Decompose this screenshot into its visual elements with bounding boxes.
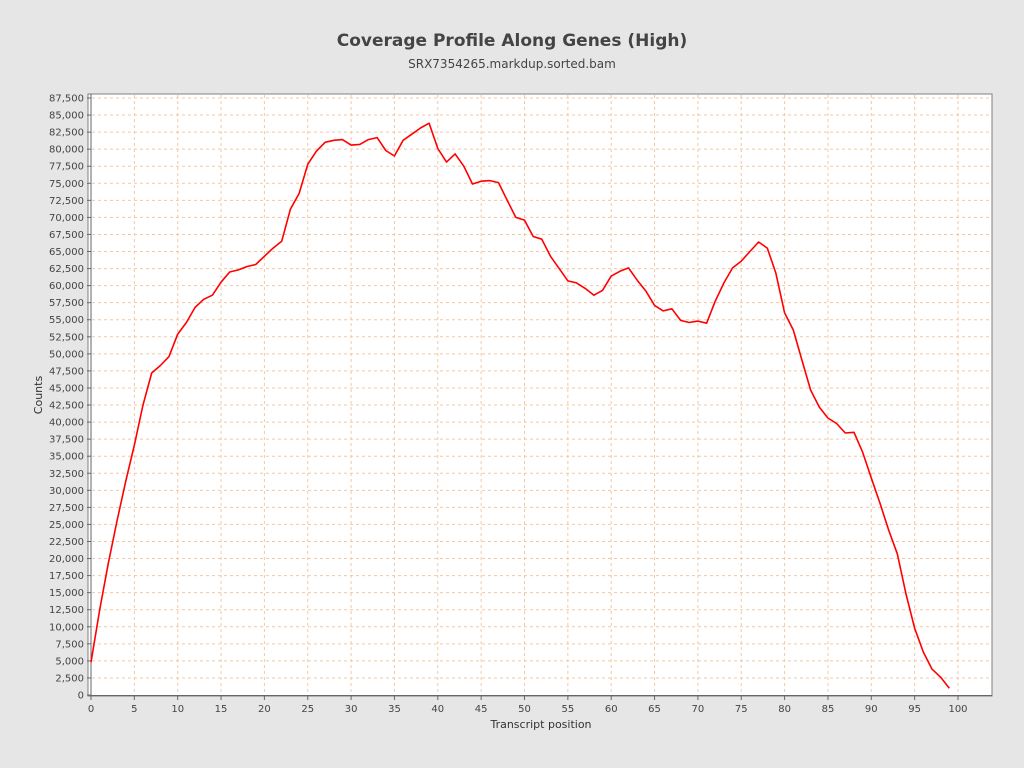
x-tick-label: 100	[948, 704, 967, 715]
x-tick-label: 60	[605, 704, 618, 715]
y-tick-label: 10,000	[49, 622, 84, 633]
x-tick-label: 0	[88, 704, 94, 715]
y-tick-label: 32,500	[49, 469, 84, 480]
y-tick-label: 30,000	[49, 486, 84, 497]
y-tick-label: 67,500	[49, 230, 84, 241]
y-tick-label: 40,000	[49, 418, 84, 429]
y-tick-label: 80,000	[49, 145, 84, 156]
y-tick-label: 17,500	[49, 571, 84, 582]
x-tick-label: 80	[778, 704, 791, 715]
coverage-line	[90, 122, 950, 689]
y-tick-label: 15,000	[49, 588, 84, 599]
y-tick-label: 27,500	[49, 503, 84, 514]
y-tick-label: 65,000	[49, 247, 84, 258]
y-tick-label: 77,500	[49, 162, 84, 173]
x-tick-label: 65	[648, 704, 661, 715]
y-tick-label: 72,500	[49, 196, 84, 207]
grid-lines	[92, 95, 991, 694]
y-tick-label: 85,000	[49, 111, 84, 122]
x-tick-label: 20	[258, 704, 271, 715]
y-tick-label: 50,000	[49, 349, 84, 360]
x-tick-label: 70	[692, 704, 705, 715]
x-tick-label: 85	[822, 704, 835, 715]
x-tick-label: 45	[475, 704, 488, 715]
x-tick-label: 75	[735, 704, 748, 715]
chart-title: Coverage Profile Along Genes (High)	[336, 31, 688, 51]
y-tick-label: 25,000	[49, 520, 84, 531]
y-tick-label: 52,500	[49, 332, 84, 343]
y-tick-label: 20,000	[49, 554, 84, 565]
y-tick-label: 22,500	[49, 537, 84, 548]
x-tick-label: 55	[561, 704, 574, 715]
y-tick-label: 75,000	[49, 179, 84, 190]
y-tick-label: 7,500	[55, 639, 84, 650]
y-tick-label: 60,000	[49, 281, 84, 292]
x-tick-label: 25	[301, 704, 314, 715]
x-tick-label: 95	[908, 704, 921, 715]
x-tick-label: 5	[131, 704, 137, 715]
y-tick-label: 55,000	[49, 315, 84, 326]
x-tick-label: 40	[431, 704, 444, 715]
y-tick-label: 2,500	[55, 673, 84, 684]
x-axis-label: Transcript position	[489, 718, 591, 731]
x-tick-label: 15	[215, 704, 228, 715]
x-tick-label: 90	[865, 704, 878, 715]
y-axis-label: Counts	[32, 376, 45, 415]
y-tick-label: 5,000	[55, 656, 84, 667]
y-tick-label: 87,500	[49, 94, 84, 105]
x-tick-label: 35	[388, 704, 401, 715]
y-tick-label: 82,500	[49, 128, 84, 139]
x-tick-label: 10	[171, 704, 184, 715]
y-tick-label: 42,500	[49, 401, 84, 412]
y-tick-label: 62,500	[49, 264, 84, 275]
y-tick-label: 12,500	[49, 605, 84, 616]
plot-area	[87, 93, 993, 697]
axes: 0 2,500 5,000 7,500 10,000 12,500 15,000 17,500…	[49, 94, 992, 715]
chart-subtitle: SRX7354265.markdup.sorted.bam	[408, 57, 616, 71]
y-tick-label: 47,500	[49, 366, 84, 377]
y-tick-label: 37,500	[49, 435, 84, 446]
y-tick-label: 45,000	[49, 383, 84, 394]
x-tick-label: 50	[518, 704, 531, 715]
y-tick-label: 0	[78, 691, 84, 702]
y-tick-label: 57,500	[49, 298, 84, 309]
x-tick-label: 30	[345, 704, 358, 715]
y-tick-label: 70,000	[49, 213, 84, 224]
y-tick-label: 35,000	[49, 452, 84, 463]
series-layer	[90, 122, 950, 689]
